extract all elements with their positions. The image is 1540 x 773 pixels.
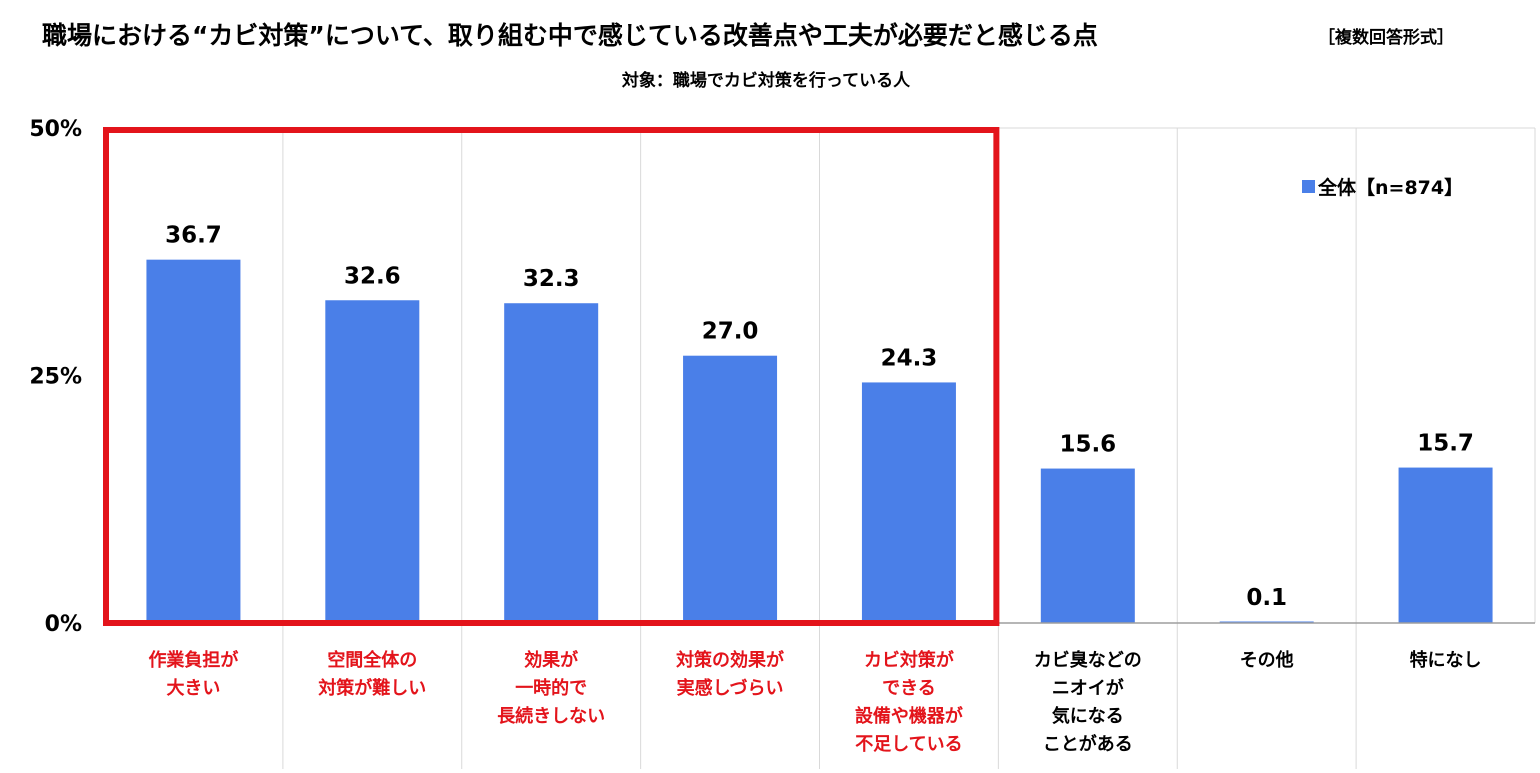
data-label: 36.7 (165, 223, 222, 249)
chart-title: 職場における“カビ対策”について、取り組む中で感じている改善点や工夫が必要だと感… (42, 21, 1098, 50)
category-label-line: できる (882, 678, 936, 699)
bar (861, 382, 956, 623)
category-label: 空間全体の対策が難しい (317, 649, 426, 699)
category-label-line: 特になし (1410, 649, 1482, 671)
category-label: 特になし (1410, 649, 1482, 671)
category-label: カビ対策ができる設備や機器が不足している (855, 649, 963, 755)
bar (146, 259, 241, 623)
bar (504, 303, 599, 623)
category-label: 作業負担が大きい (148, 649, 238, 699)
category-label-line: 実感しづらい (677, 677, 784, 699)
category-label-line: ニオイが (1052, 677, 1124, 699)
category-label-line: 対策の効果が (675, 649, 784, 671)
category-label-line: 対策が難しい (317, 677, 426, 699)
data-label: 27.0 (702, 319, 759, 345)
category-label-line: カビ臭などの (1034, 649, 1142, 671)
category-label-line: その他 (1240, 649, 1294, 671)
category-label-line: 一時的で (515, 677, 587, 699)
data-label: 32.6 (344, 263, 401, 289)
category-label-line: 作業負担が (148, 649, 238, 671)
highlight-box (103, 127, 1000, 626)
y-tick-label: 50% (29, 117, 82, 142)
category-label-line: 不足している (855, 734, 962, 755)
category-label-line: 設備や機器が (855, 705, 963, 727)
data-label: 32.3 (523, 266, 580, 292)
category-label-line: 大きい (166, 677, 220, 699)
category-label-line: カビ対策が (864, 649, 954, 671)
legend-swatch (1302, 180, 1315, 193)
category-label-line: 長続きしない (497, 705, 605, 727)
category-label: 効果が一時的で長続きしない (497, 649, 605, 727)
bar (683, 355, 778, 623)
data-label: 15.7 (1417, 431, 1474, 457)
category-label-line: ことがある (1043, 733, 1133, 755)
category-label: その他 (1240, 649, 1294, 671)
chart-subtitle: 対象：職場でカビ対策を行っている人 (621, 70, 911, 91)
data-label: 15.6 (1059, 432, 1116, 458)
data-label: 0.1 (1246, 585, 1287, 611)
category-label-line: 気になる (1052, 705, 1124, 727)
bar (325, 300, 420, 623)
category-label-line: 空間全体の (327, 649, 417, 671)
legend-label: 全体【n=874】 (1317, 176, 1463, 199)
y-tick-label: 0% (45, 612, 82, 637)
bar (1398, 467, 1493, 623)
category-label: カビ臭などのニオイが気になることがある (1034, 649, 1142, 755)
data-label: 24.3 (881, 345, 938, 371)
category-label: 対策の効果が実感しづらい (675, 649, 784, 699)
bar (1040, 468, 1135, 623)
y-tick-label: 25% (29, 365, 82, 390)
category-label-line: 効果が (524, 649, 578, 671)
chart-title-note: ［複数回答形式］ (1318, 27, 1454, 48)
